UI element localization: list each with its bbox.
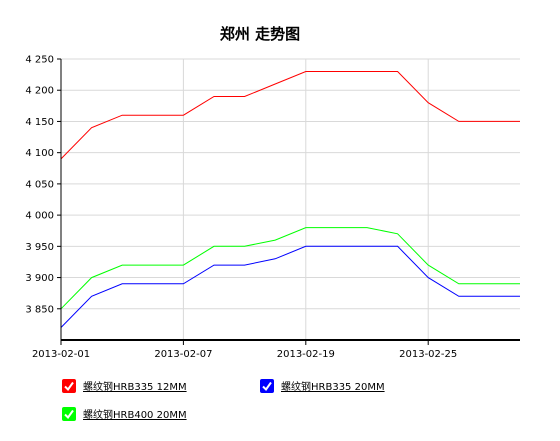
checkbox-checked-icon[interactable] — [62, 378, 76, 393]
grid-lines — [60, 58, 520, 340]
y-tick-label: 4 250 — [25, 55, 54, 66]
x-tick-label: 2013-02-19 — [277, 349, 335, 360]
y-tick-label: 4 000 — [25, 211, 54, 222]
x-axis-ticks: 2013-02-01 2013-02-07 2013-02-19 2013-02-25 — [32, 340, 457, 360]
legend-item-hrb335-12mm[interactable]: 螺纹钢HRB335 12MM — [62, 378, 187, 393]
series-lines — [60, 71, 520, 328]
x-tick-label: 2013-02-07 — [154, 349, 212, 360]
chart-title: 郑州 走势图 — [220, 25, 300, 43]
line-chart: 郑州 走势图 3 850 3 900 3 950 4 000 4 050 4 100 4 1… — [25, 25, 520, 360]
y-tick-label: 4 050 — [25, 179, 54, 190]
series-line-2 — [60, 227, 520, 310]
legend-item-hrb335-20mm[interactable]: 螺纹钢HRB335 20MM — [260, 378, 385, 393]
y-tick-label: 3 850 — [25, 304, 54, 315]
legend-label: 螺纹钢HRB335 20MM — [281, 382, 385, 393]
checkbox-checked-icon[interactable] — [260, 378, 274, 393]
series-line-0 — [60, 71, 520, 160]
y-tick-label: 3 950 — [25, 242, 54, 253]
y-tick-label: 4 150 — [25, 117, 54, 128]
x-tick-label: 2013-02-25 — [399, 349, 457, 360]
y-tick-label: 3 900 — [25, 273, 54, 284]
series-line-1 — [60, 245, 520, 328]
legend-label: 螺纹钢HRB335 12MM — [83, 382, 187, 393]
y-tick-label: 4 100 — [25, 148, 54, 159]
checkbox-checked-icon[interactable] — [62, 406, 76, 421]
legend-item-hrb400-20mm[interactable]: 螺纹钢HRB400 20MM — [62, 406, 187, 421]
y-axis-ticks: 3 850 3 900 3 950 4 000 4 050 4 100 4 150 4 200… — [25, 55, 61, 315]
x-tick-label: 2013-02-01 — [32, 349, 90, 360]
y-tick-label: 4 200 — [25, 86, 54, 97]
legend-label: 螺纹钢HRB400 20MM — [83, 410, 187, 421]
